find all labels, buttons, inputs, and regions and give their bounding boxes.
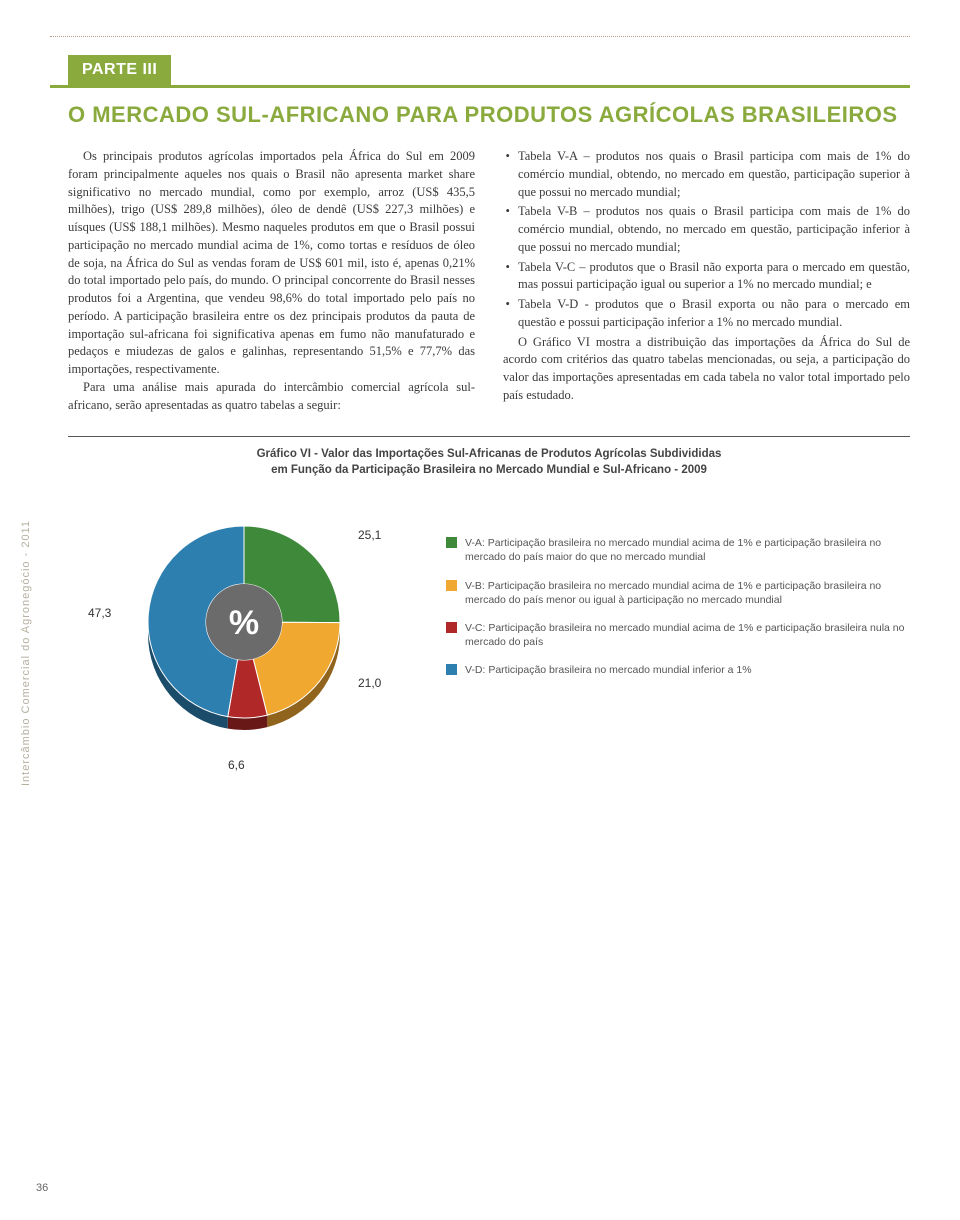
chart-title-line1: Gráfico VI - Valor das Importações Sul-A…: [257, 448, 722, 460]
green-rule: [50, 85, 910, 88]
left-column: Os principais produtos agrícolas importa…: [68, 148, 475, 414]
chart-title-line2: em Função da Participação Brasileira no …: [271, 464, 707, 476]
legend-row-vd: V-D: Participação brasileira no mercado …: [446, 663, 910, 677]
pie-chart: %: [136, 518, 352, 748]
legend-row-vc: V-C: Participação brasileira no mercado …: [446, 621, 910, 649]
pie-label-vb: 21,0: [358, 676, 381, 690]
right-paragraph-2: O Gráfico VI mostra a distribuição das i…: [503, 334, 910, 405]
chart-title: Gráfico VI - Valor das Importações Sul-A…: [68, 447, 910, 478]
chart-area: % 25,1 21,0 6,6 47,3 V-A: Participação b…: [68, 496, 910, 796]
chart-box: Gráfico VI - Valor das Importações Sul-A…: [68, 436, 910, 796]
pie-label-vc: 6,6: [228, 758, 245, 772]
bullet-vc: Tabela V-C – produtos que o Brasil não e…: [503, 259, 910, 295]
swatch-vd: [446, 664, 457, 675]
legend: V-A: Participação brasileira no mercado …: [446, 496, 910, 691]
legend-text-va: V-A: Participação brasileira no mercado …: [465, 536, 910, 564]
left-paragraph-1: Os principais produtos agrícolas importa…: [68, 148, 475, 379]
pie-label-vd: 47,3: [88, 606, 111, 620]
bullet-va: Tabela V-A – produtos nos quais o Brasil…: [503, 148, 910, 201]
legend-text-vd: V-D: Participação brasileira no mercado …: [465, 663, 752, 677]
page-title: O MERCADO SUL-AFRICANO PARA PRODUTOS AGR…: [68, 102, 910, 128]
swatch-vb: [446, 580, 457, 591]
pie-wrap: % 25,1 21,0 6,6 47,3: [68, 496, 428, 796]
legend-text-vb: V-B: Participação brasileira no mercado …: [465, 579, 910, 607]
body-columns: Os principais produtos agrícolas importa…: [68, 148, 910, 414]
legend-row-va: V-A: Participação brasileira no mercado …: [446, 536, 910, 564]
side-text: Intercâmbio Comercial do Agronegócio - 2…: [20, 520, 32, 786]
right-bullet-list: Tabela V-A – produtos nos quais o Brasil…: [503, 148, 910, 332]
svg-text:%: %: [229, 604, 259, 642]
pie-label-va: 25,1: [358, 528, 381, 542]
bullet-vd: Tabela V-D - produtos que o Brasil expor…: [503, 296, 910, 332]
legend-row-vb: V-B: Participação brasileira no mercado …: [446, 579, 910, 607]
legend-text-vc: V-C: Participação brasileira no mercado …: [465, 621, 910, 649]
swatch-va: [446, 537, 457, 548]
part-badge: PARTE III: [68, 55, 171, 85]
top-dotted-rule: [50, 36, 910, 37]
left-paragraph-2: Para uma análise mais apurada do intercâ…: [68, 379, 475, 415]
swatch-vc: [446, 622, 457, 633]
right-column: Tabela V-A – produtos nos quais o Brasil…: [503, 148, 910, 414]
bullet-vb: Tabela V-B – produtos nos quais o Brasil…: [503, 203, 910, 256]
